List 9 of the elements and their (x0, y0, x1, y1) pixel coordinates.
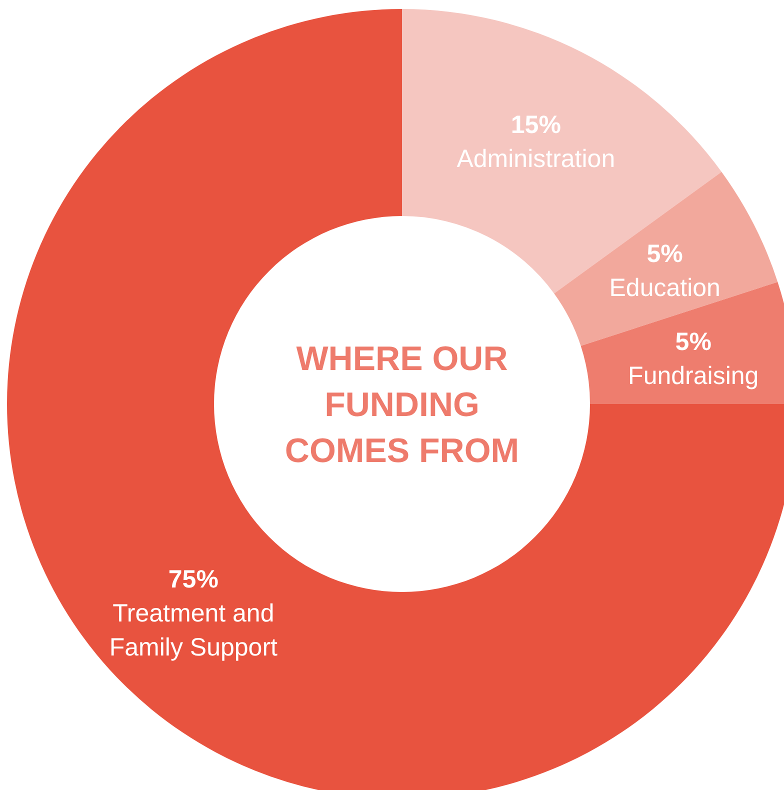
data-label: 5% (675, 328, 712, 356)
slice-label: Fundraising (628, 362, 759, 390)
slice-label: Treatment and Family Support (109, 600, 278, 662)
data-label: 5% (646, 240, 683, 268)
slice-label: Education (609, 274, 720, 302)
text: WHERE OUR FUNDING COMES FROM (284, 340, 520, 470)
data-label: 15% (510, 111, 561, 140)
slice-label: Administration (456, 145, 616, 174)
data-label: 75% (168, 566, 218, 594)
